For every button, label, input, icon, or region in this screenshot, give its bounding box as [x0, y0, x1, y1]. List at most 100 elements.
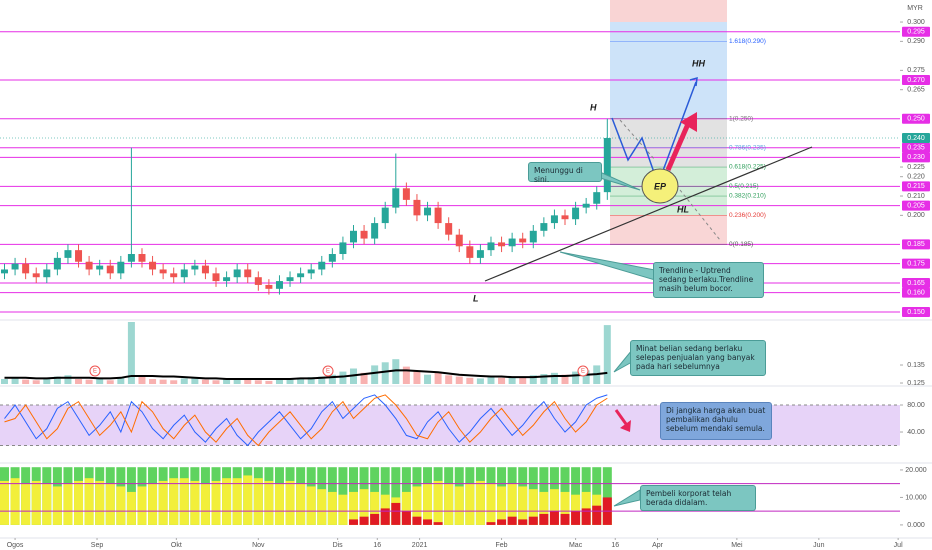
level-label-box: [902, 142, 930, 153]
volume-bar: [413, 371, 421, 384]
hist-bar: [433, 480, 443, 525]
buy-arrow-head: [680, 112, 697, 132]
volume-bar: [170, 380, 178, 384]
level-label-box: [902, 152, 930, 163]
candle-body: [603, 138, 611, 193]
level-label-box: [902, 287, 930, 298]
level-label: 0.175: [907, 261, 925, 268]
y-tick-label: 0.290: [907, 38, 925, 45]
candle-body: [593, 192, 601, 204]
volume-bar: [519, 377, 527, 384]
hist-bar: [539, 491, 549, 525]
y-tick-label: 0.135: [907, 362, 925, 369]
volume-bar: [498, 377, 506, 384]
candle-body: [138, 254, 146, 262]
level-label: 0.215: [907, 183, 925, 190]
x-tick-label: Sep: [91, 542, 104, 549]
volume-bar: [138, 376, 146, 384]
hist-bar: [380, 508, 390, 525]
volume-bar: [127, 322, 135, 384]
candle-body: [307, 269, 315, 274]
hist-bar: [84, 478, 94, 525]
volume-bar: [297, 377, 305, 384]
hist-bar: [423, 483, 433, 525]
candle-body: [318, 261, 326, 270]
hist-bar: [296, 483, 306, 525]
annotation: H: [590, 102, 597, 112]
candle-body: [508, 238, 516, 247]
x-tick-label: Jun: [813, 542, 824, 549]
fib-label: 0.382(0.210): [729, 193, 766, 200]
hist-bar: [274, 483, 284, 525]
hist-bar: [423, 519, 433, 525]
annotation: L: [473, 293, 479, 303]
x-tick-label: 16: [373, 542, 381, 549]
hist-bar: [571, 494, 581, 525]
volume-bar: [149, 379, 157, 384]
hist-bar: [148, 483, 158, 525]
candle-body: [466, 246, 474, 258]
hist-bar: [126, 491, 136, 525]
entry-circle: [641, 168, 679, 204]
y-tick-label: 0.125: [907, 380, 925, 387]
event-marker[interactable]: [322, 365, 334, 377]
hist-bar: [359, 489, 369, 525]
dashed-path: [619, 119, 721, 241]
hist-bar: [486, 483, 496, 525]
x-tick-label: Nov: [252, 542, 265, 549]
candle-body: [212, 273, 220, 282]
x-tick-label: Ogos: [7, 542, 24, 549]
hist-bar: [370, 491, 380, 525]
event-marker[interactable]: [89, 365, 101, 377]
candle-body: [96, 265, 104, 270]
candle-body: [550, 215, 558, 224]
fib-label: 1(0.250): [729, 115, 753, 122]
volume-bar: [392, 359, 400, 384]
event-marker-label: E: [326, 369, 330, 375]
event-marker-label: E: [93, 369, 97, 375]
hist-bar: [169, 478, 179, 525]
volume-bar: [53, 376, 61, 384]
stoch-line: [4, 394, 608, 447]
candle-body: [233, 269, 241, 278]
level-label-box: [902, 278, 930, 289]
candle-body: [498, 242, 506, 247]
volume-bar: [371, 365, 379, 384]
y-tick-label: 0.300: [907, 19, 925, 26]
hist-bar: [306, 486, 316, 525]
volume-bar: [561, 374, 569, 384]
candle-body: [85, 261, 93, 270]
hist-bar: [137, 486, 147, 525]
hist-bar: [200, 483, 210, 525]
volume-bar: [318, 376, 326, 384]
hist-bar: [190, 480, 200, 525]
hist-bar: [507, 483, 517, 525]
x-tick-label: Mac: [569, 542, 583, 549]
hist-bar: [454, 486, 464, 525]
hist-bar: [518, 486, 528, 525]
hist-bar: [518, 519, 528, 525]
volume-bar: [466, 377, 474, 384]
candle-body: [127, 254, 135, 262]
candle-body: [43, 269, 51, 278]
hist-bar: [497, 519, 507, 525]
down-arrow: [614, 409, 628, 425]
y-tick-label: 0.220: [907, 174, 925, 181]
x-tick-label: Jul: [894, 542, 903, 549]
level-label-box: [902, 26, 930, 37]
volume-bar: [328, 374, 336, 384]
level-label-box: [902, 307, 930, 318]
plot: 0.300 0.290 0.275 0.265 0.225 0.220 0.210 0.200…: [0, 19, 930, 549]
volume-bar: [75, 379, 83, 384]
callout-pointer: [559, 251, 656, 281]
hist-bar: [412, 486, 422, 525]
event-marker[interactable]: [577, 365, 589, 377]
buy-arrow: [665, 123, 691, 171]
hist-bar: [560, 513, 570, 525]
volume-bar: [572, 371, 580, 384]
fib-label: 0.5(0.215): [729, 183, 759, 190]
volume-bar: [11, 377, 19, 384]
down-arrow-head: [620, 420, 631, 432]
level-label: 0.230: [907, 154, 925, 161]
